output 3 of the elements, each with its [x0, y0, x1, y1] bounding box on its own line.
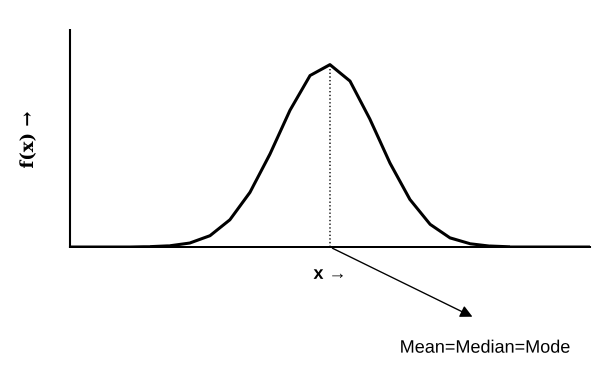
- x-axis-title: x →: [314, 269, 343, 279]
- text: Mean=Median=Mode: [401, 340, 570, 353]
- y-axis-title: f(x) →: [19, 112, 36, 168]
